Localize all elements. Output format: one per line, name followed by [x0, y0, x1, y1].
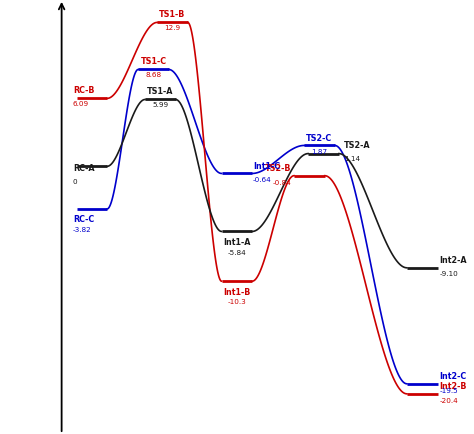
Text: -9.10: -9.10 [439, 270, 458, 276]
Text: -19.5: -19.5 [439, 387, 458, 393]
Text: TS1-B: TS1-B [159, 10, 186, 19]
Text: TS1-A: TS1-A [147, 87, 173, 96]
Text: Int2-B: Int2-B [439, 381, 467, 391]
Text: RC-B: RC-B [73, 86, 94, 95]
Text: RC-A: RC-A [73, 164, 94, 172]
Text: 8.68: 8.68 [146, 72, 162, 78]
Text: 12.9: 12.9 [164, 25, 181, 31]
Text: -0.64: -0.64 [253, 177, 272, 183]
Text: 5.99: 5.99 [152, 102, 168, 108]
Text: Int1-A: Int1-A [223, 237, 251, 247]
Text: -10.3: -10.3 [228, 299, 246, 305]
Text: -20.4: -20.4 [439, 397, 458, 403]
Text: 1.14: 1.14 [344, 156, 360, 162]
Text: 1.87: 1.87 [311, 149, 328, 155]
Text: Int1-B: Int1-B [223, 287, 251, 296]
Text: TS2-A: TS2-A [344, 141, 370, 150]
Text: Int2-A: Int2-A [439, 255, 467, 264]
Text: TS1-C: TS1-C [140, 57, 166, 66]
Text: TS2-B: TS2-B [265, 164, 291, 173]
Text: 6.09: 6.09 [73, 101, 89, 107]
Text: -0.84: -0.84 [273, 179, 291, 185]
Text: RC-C: RC-C [73, 215, 94, 224]
Text: Int2-C: Int2-C [439, 372, 467, 381]
Text: -5.84: -5.84 [228, 249, 246, 255]
Text: 0: 0 [73, 178, 78, 184]
Text: Int1-C: Int1-C [253, 162, 280, 171]
Text: TS2-C: TS2-C [306, 134, 333, 143]
Text: -3.82: -3.82 [73, 227, 91, 233]
